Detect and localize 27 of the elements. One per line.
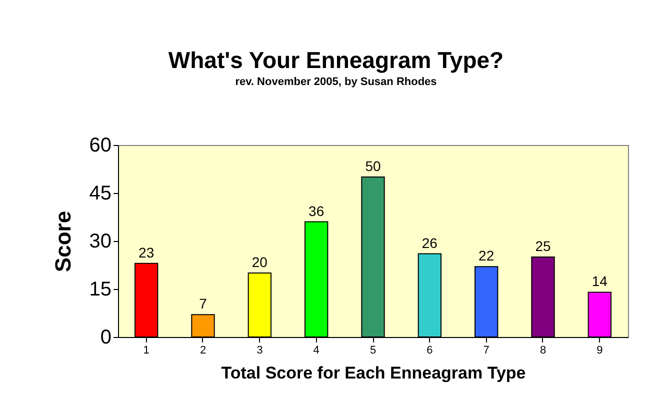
x-tick-label: 9 [596, 344, 603, 356]
y-tick-label: 60 [89, 134, 112, 156]
y-tick-label: 0 [100, 326, 112, 348]
x-tick-label: 4 [313, 344, 320, 356]
y-tick-label: 30 [89, 230, 112, 252]
x-tick-label: 3 [256, 344, 263, 356]
x-axis-title: Total Score for Each Enneagram Type [221, 364, 526, 382]
data-label: 36 [308, 202, 324, 219]
y-tick-label: 15 [89, 278, 112, 300]
x-tick-label: 1 [143, 344, 150, 356]
data-label: 7 [199, 296, 208, 312]
chart-title: What's Your Enneagram Type? [168, 47, 504, 73]
x-tick-label: 2 [200, 344, 206, 356]
x-tick-label: 7 [483, 344, 490, 356]
x-tick-label: 5 [370, 344, 376, 356]
data-label: 22 [478, 248, 494, 264]
data-label: 50 [365, 158, 381, 174]
x-tick-label: 6 [426, 344, 433, 356]
y-axis-title: Score [50, 210, 76, 272]
chart-subtitle: rev. November 2005, by Susan Rhodes [235, 76, 437, 88]
y-tick-label: 45 [89, 182, 112, 204]
data-label: 20 [252, 254, 268, 270]
data-label: 26 [422, 234, 438, 251]
data-label: 23 [138, 244, 154, 260]
x-tick-label: 8 [540, 344, 546, 356]
data-label: 14 [592, 273, 608, 290]
data-label: 25 [535, 238, 551, 254]
